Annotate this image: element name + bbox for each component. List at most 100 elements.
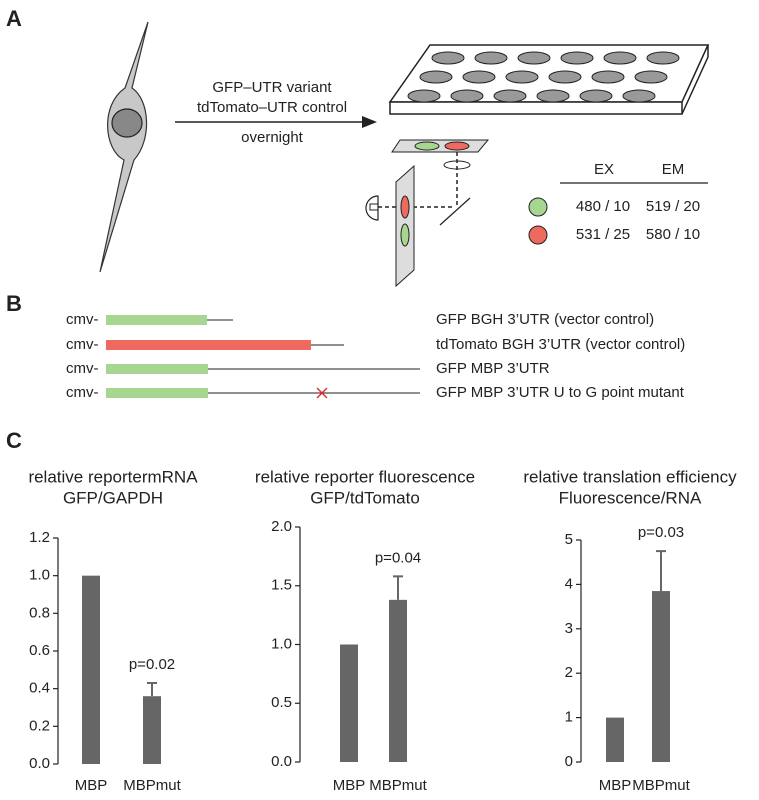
- p-value: p=0.03: [638, 524, 684, 541]
- chart-subtitle: Fluorescence/RNA: [559, 488, 702, 507]
- x-tick-label: MBPmut: [123, 777, 181, 794]
- y-tick-label: 0.0: [271, 753, 292, 770]
- bar: [606, 717, 624, 762]
- nucleus: [111, 108, 143, 138]
- y-tick-label: 1.5: [271, 577, 292, 594]
- chart-subtitle: GFP/GAPDH: [63, 488, 163, 507]
- promoter: cmv-: [66, 360, 99, 377]
- chart-subtitle: GFP/tdTomato: [310, 488, 420, 507]
- well: [622, 89, 656, 103]
- filter-green: [400, 223, 410, 247]
- table-header: EM: [662, 161, 685, 178]
- well: [579, 89, 613, 103]
- construct: cmv- tdTomato BGH 3’UTR (vector control): [66, 336, 685, 353]
- well: [493, 89, 527, 103]
- well: [634, 70, 668, 84]
- well: [474, 51, 508, 65]
- table-cell: 580 / 10: [646, 226, 700, 243]
- filter-red: [400, 195, 410, 219]
- well: [646, 51, 680, 65]
- chart-title: relative reporter fluorescence: [255, 467, 475, 486]
- y-tick-label: 0.2: [29, 717, 50, 734]
- orf-gfp: [106, 388, 208, 398]
- x-tick-label: MBP: [599, 777, 632, 794]
- table-header: EX: [594, 161, 614, 178]
- y-tick-label: 0: [565, 753, 573, 770]
- p-value: p=0.04: [375, 549, 421, 566]
- y-tick-label: 0.6: [29, 642, 50, 659]
- chart-title: relative reportermRNA: [28, 467, 198, 486]
- x-tick-label: MBPmut: [369, 777, 427, 794]
- bar: [340, 644, 358, 762]
- well: [407, 89, 441, 103]
- construct-label: tdTomato BGH 3’UTR (vector control): [436, 336, 685, 353]
- detector: [369, 203, 379, 211]
- construct: cmv- GFP MBP 3’UTR U to G point mutant: [66, 384, 685, 401]
- well: [517, 51, 551, 65]
- well: [548, 70, 582, 84]
- y-tick-label: 1.0: [271, 635, 292, 652]
- panel-label: A: [6, 6, 22, 31]
- bar: [82, 575, 100, 764]
- arrow-head: [362, 116, 377, 128]
- protocol-text: tdTomato–UTR control: [197, 99, 347, 116]
- mirror: [439, 197, 471, 226]
- well: [603, 51, 637, 65]
- y-tick-label: 2: [565, 664, 573, 681]
- construct-label: GFP MBP 3’UTR: [436, 360, 550, 377]
- y-tick-label: 5: [565, 531, 573, 548]
- p-value: p=0.02: [129, 656, 175, 673]
- well: [505, 70, 539, 84]
- promoter: cmv-: [66, 384, 99, 401]
- plate-side: [389, 44, 709, 115]
- well: [462, 70, 496, 84]
- y-tick-label: 1.2: [29, 529, 50, 546]
- red-swatch: [528, 225, 548, 245]
- table-cell: 480 / 10: [576, 198, 630, 215]
- orf-gfp: [106, 315, 207, 325]
- table-cell: 519 / 20: [646, 198, 700, 215]
- well: [560, 51, 594, 65]
- promoter: cmv-: [66, 311, 99, 328]
- slide: [391, 139, 490, 153]
- x-tick-label: MBPmut: [632, 777, 690, 794]
- construct-label: GFP BGH 3’UTR (vector control): [436, 311, 654, 328]
- construct: cmv- GFP BGH 3’UTR (vector control): [66, 311, 654, 328]
- table-cell: 531 / 25: [576, 226, 630, 243]
- well: [431, 51, 465, 65]
- bar: [143, 696, 161, 764]
- y-tick-label: 0.4: [29, 680, 50, 697]
- error-bar: [147, 682, 157, 697]
- bar: [652, 591, 670, 762]
- cell: [99, 21, 149, 273]
- orf-tdtomato: [106, 340, 311, 350]
- well-green: [414, 141, 440, 151]
- well: [419, 70, 453, 84]
- y-tick-label: 1: [565, 709, 573, 726]
- error-bar: [656, 550, 666, 592]
- promoter: cmv-: [66, 336, 99, 353]
- y-tick-label: 0.0: [29, 755, 50, 772]
- y-tick-label: 4: [565, 575, 573, 592]
- protocol-text: GFP–UTR variant: [212, 79, 332, 96]
- y-tick-label: 0.5: [271, 694, 292, 711]
- well: [536, 89, 570, 103]
- green-swatch: [528, 197, 548, 217]
- x-tick-label: MBP: [333, 777, 366, 794]
- construct: cmv- GFP MBP 3’UTR: [66, 360, 550, 377]
- time-text: overnight: [241, 129, 304, 146]
- well-plate: [388, 44, 710, 115]
- well-red: [444, 141, 470, 151]
- detector: [365, 195, 379, 221]
- y-tick-label: 3: [565, 620, 573, 637]
- lens: [443, 160, 471, 170]
- x-tick-label: MBP: [75, 777, 108, 794]
- panel-label: B: [6, 291, 22, 316]
- chart-title: relative translation efficiency: [523, 467, 737, 486]
- bar: [389, 599, 407, 762]
- y-tick-label: 0.8: [29, 604, 50, 621]
- point-mutation: [316, 387, 328, 399]
- panel-label: C: [6, 428, 22, 453]
- construct-label: GFP MBP 3’UTR U to G point mutant: [436, 384, 685, 401]
